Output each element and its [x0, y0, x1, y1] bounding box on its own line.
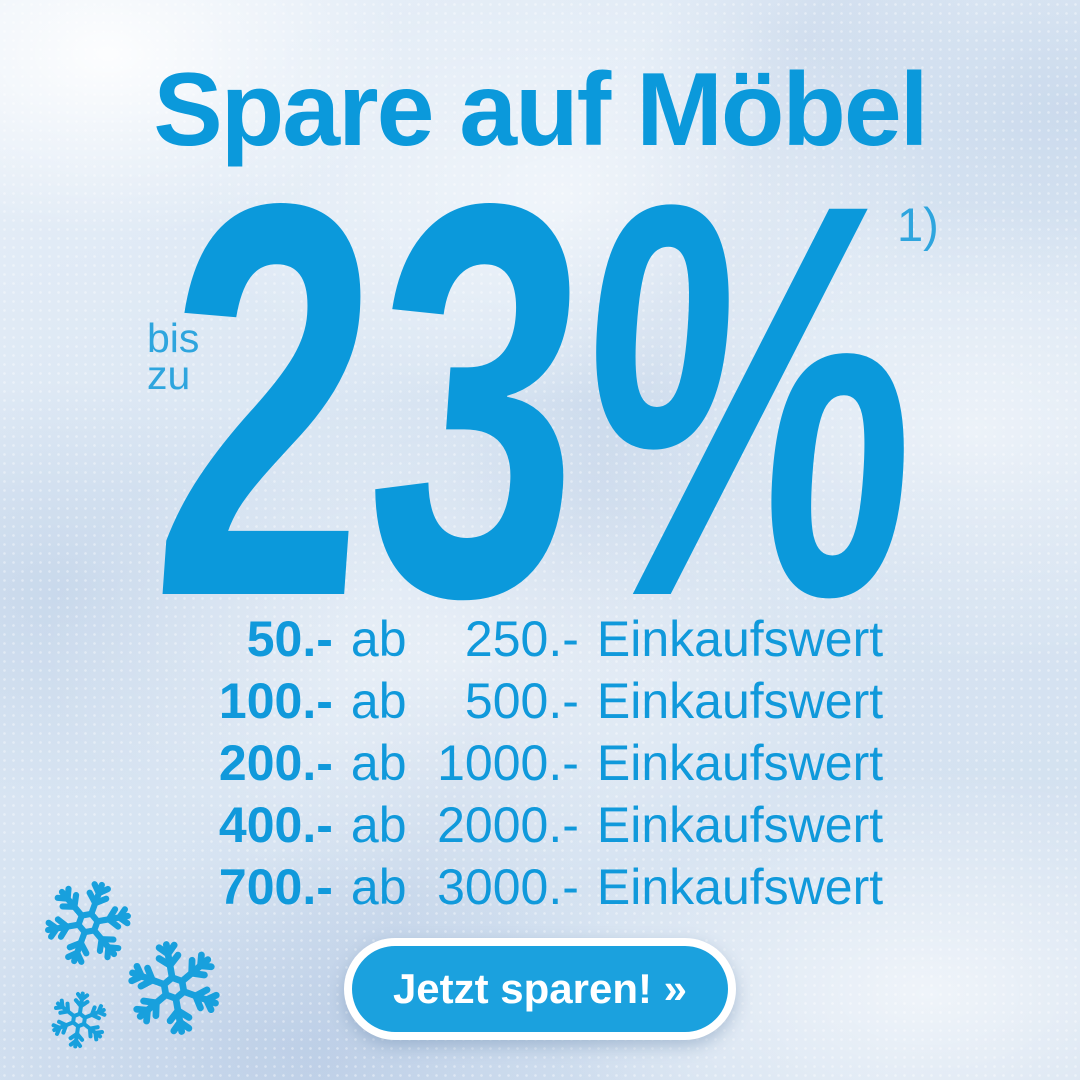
threshold-prefix: ab	[350, 611, 407, 667]
threshold-suffix: Einkaufswert	[596, 735, 884, 791]
threshold-value: 250.-	[464, 611, 579, 667]
snowflake-icon	[118, 932, 229, 1043]
discount-amount: 400.-	[218, 797, 333, 853]
discount-percentage: 23%	[141, 87, 940, 713]
threshold-suffix: Einkaufswert	[596, 859, 884, 915]
threshold-suffix: Einkaufswert	[596, 611, 884, 667]
discount-amount: 700.-	[218, 859, 333, 915]
discount-amount: 100.-	[218, 673, 333, 729]
threshold-prefix: ab	[350, 859, 407, 915]
threshold-suffix: Einkaufswert	[596, 673, 884, 729]
threshold-value: 3000.-	[437, 859, 579, 915]
threshold-prefix: ab	[350, 673, 407, 729]
discount-amount: 50.-	[246, 611, 333, 667]
snowflake-icon	[46, 987, 112, 1053]
threshold-value: 500.-	[464, 673, 579, 729]
cta-button[interactable]: Jetzt sparen! »	[344, 938, 736, 1040]
threshold-suffix: Einkaufswert	[596, 797, 884, 853]
discount-table: 50.- ab 250.- Einkaufswert 100.- ab 500.…	[181, 608, 883, 918]
discount-amount: 200.-	[218, 735, 333, 791]
threshold-prefix: ab	[350, 797, 407, 853]
threshold-value: 2000.-	[437, 797, 579, 853]
footnote-marker: 1)	[897, 198, 939, 251]
page-title: Spare auf Möbel	[153, 52, 928, 168]
qualifier-line-1: bis	[147, 315, 200, 361]
cta-button-label: Jetzt sparen! »	[392, 965, 688, 1012]
threshold-prefix: ab	[350, 735, 407, 791]
discount-percentage-text: 23%	[141, 87, 940, 713]
threshold-value: 1000.-	[437, 735, 579, 791]
qualifier-text: bis zu	[147, 315, 200, 398]
qualifier-line-2: zu	[147, 352, 191, 398]
